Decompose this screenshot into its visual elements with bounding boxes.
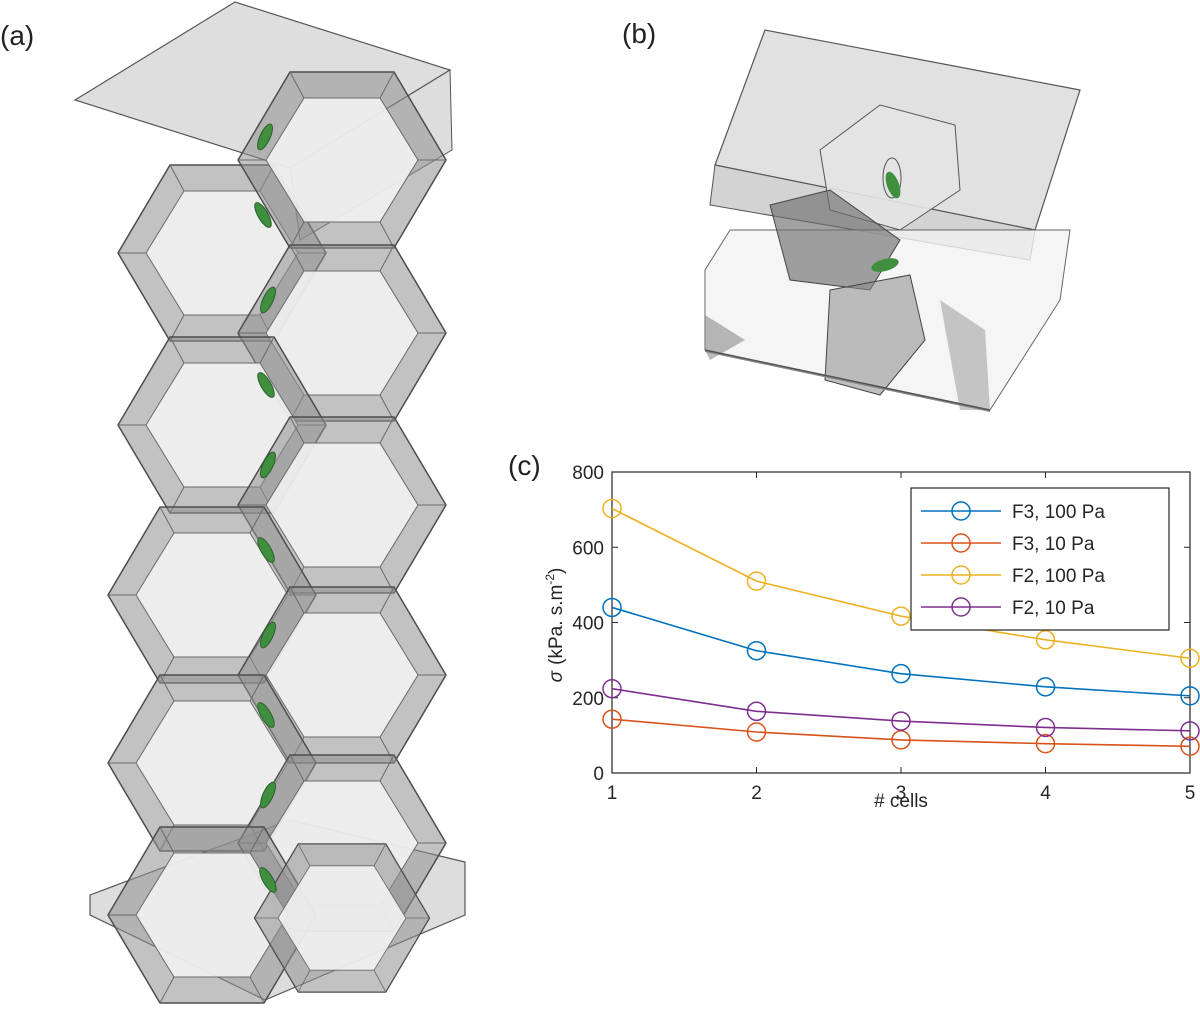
y-axis-label: σ (kPa. s.m-2) bbox=[543, 568, 567, 683]
x-axis-label: # cells bbox=[874, 791, 928, 812]
data-point bbox=[891, 711, 911, 731]
data-point bbox=[1180, 721, 1200, 741]
y-tick-label: 400 bbox=[572, 614, 604, 635]
x-axis: 1 2 3 4 5 bbox=[607, 472, 1196, 804]
data-point bbox=[891, 606, 911, 626]
data-point bbox=[746, 640, 767, 661]
x-tick-label: 4 bbox=[1040, 783, 1051, 804]
data-point bbox=[602, 709, 622, 729]
data-point bbox=[1180, 736, 1200, 757]
series-layer bbox=[602, 498, 1200, 757]
y-axis-unit-close: ) bbox=[546, 568, 567, 574]
data-point bbox=[1180, 686, 1200, 706]
series-line bbox=[611, 606, 1191, 697]
series-line bbox=[611, 718, 1191, 748]
legend-marker bbox=[951, 501, 971, 521]
y-axis-symbol: σ bbox=[546, 669, 567, 682]
line-chart: 1 2 3 4 5 0 200 400 600 800 # cells σ (kPa. s.m-2… bbox=[543, 463, 1200, 812]
x-tick-label: 2 bbox=[751, 783, 762, 804]
y-tick-label: 800 bbox=[572, 463, 604, 484]
y-tick-label: 0 bbox=[593, 764, 604, 785]
data-point bbox=[1180, 648, 1200, 668]
panel-label-a: (a) bbox=[0, 20, 35, 51]
legend-label: F2, 100 Pa bbox=[1012, 566, 1105, 587]
data-point bbox=[891, 730, 911, 750]
y-axis-unit: (kPa. s.m bbox=[546, 585, 567, 665]
legend-label: F2, 10 Pa bbox=[1012, 598, 1095, 619]
legend: F3, 100 Pa F3, 10 Pa F2, 100 Pa F2, 10 Pa bbox=[910, 487, 1170, 631]
y-tick-label: 200 bbox=[572, 689, 604, 710]
foam-column-illustration bbox=[73, 1, 466, 1004]
x-tick-label: 3 bbox=[896, 783, 907, 804]
data-point bbox=[1035, 630, 1056, 650]
data-point bbox=[1035, 733, 1056, 754]
data-point bbox=[1035, 717, 1056, 738]
data-point bbox=[602, 597, 622, 618]
data-point bbox=[891, 663, 911, 684]
legend-label: F3, 100 Pa bbox=[1012, 502, 1105, 523]
data-point bbox=[746, 701, 767, 722]
y-tick-label: 600 bbox=[572, 538, 604, 559]
legend-marker bbox=[951, 597, 971, 617]
legend-marker bbox=[951, 533, 971, 553]
data-point bbox=[602, 498, 622, 519]
legend-marker bbox=[951, 565, 971, 585]
panel-label-b: (b) bbox=[622, 18, 657, 49]
y-axis-unit-exponent: -2 bbox=[543, 574, 557, 585]
data-point bbox=[602, 678, 622, 699]
series-line bbox=[611, 507, 1191, 660]
data-point bbox=[746, 722, 767, 742]
x-tick-label: 1 bbox=[607, 783, 618, 804]
x-tick-label: 5 bbox=[1185, 783, 1196, 804]
data-point bbox=[1035, 677, 1056, 697]
legend-label: F3, 10 Pa bbox=[1012, 534, 1095, 555]
series-line bbox=[611, 687, 1191, 732]
y-axis: 0 200 400 600 800 bbox=[572, 463, 1190, 785]
panel-label-c: (c) bbox=[508, 450, 541, 481]
foam-unit-cell-illustration bbox=[704, 29, 1081, 412]
data-point bbox=[746, 571, 767, 591]
